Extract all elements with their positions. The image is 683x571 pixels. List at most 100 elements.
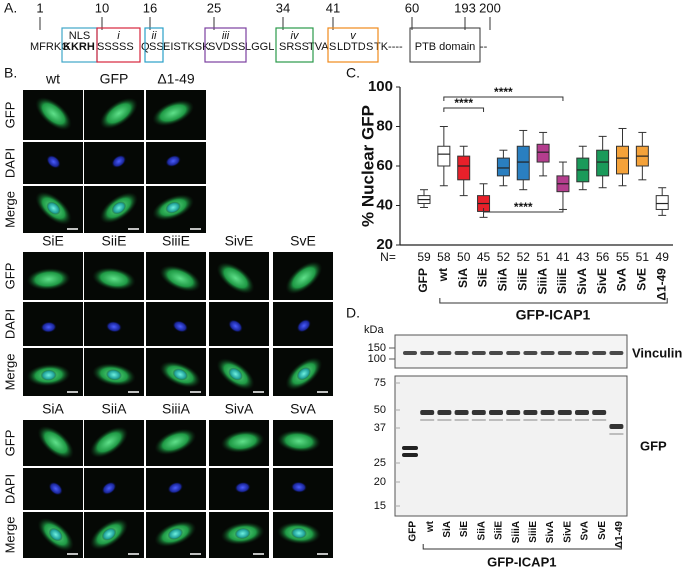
marker-label: 100 xyxy=(368,353,386,365)
box xyxy=(437,145,451,167)
cell-gfp xyxy=(35,97,72,131)
n-label: 50 xyxy=(457,250,471,264)
marker-label: 15 xyxy=(374,500,386,512)
column-label: SvA xyxy=(290,401,316,417)
micrograph-grid: wt GFP Δ1-49 GFP DAPI Merge SiE SiiE SiiiE SivE Sv… xyxy=(2,71,333,558)
n-label: 59 xyxy=(417,250,431,264)
cell-gfp xyxy=(220,430,265,453)
band-gfp xyxy=(540,410,555,415)
box xyxy=(596,149,610,177)
row-label: GFP xyxy=(2,430,17,457)
band-faint xyxy=(437,419,452,421)
x-tick-label: SiA xyxy=(456,268,470,288)
unit-label: kDa xyxy=(364,324,384,336)
y-tick-label: 60 xyxy=(376,157,393,174)
residue-number: 200 xyxy=(479,0,501,15)
band-faint xyxy=(575,419,589,421)
band-vinculin xyxy=(489,351,503,355)
nucleus-dapi xyxy=(106,321,122,333)
blot-gfp xyxy=(394,375,628,517)
region-label: iv xyxy=(291,30,300,42)
region-label: i xyxy=(117,30,120,42)
lane-label: SiA xyxy=(442,521,453,538)
blot-label: Vinculin xyxy=(632,345,682,360)
nucleus-dapi xyxy=(172,320,188,333)
band-faint xyxy=(471,419,486,421)
x-tick-label: wt xyxy=(436,268,450,282)
band-vinculin xyxy=(471,351,486,355)
band-vinculin xyxy=(609,351,624,355)
cell-gfp xyxy=(285,261,323,295)
region-box xyxy=(144,27,164,63)
row-label: DAPI xyxy=(2,148,17,178)
band-gfp xyxy=(523,410,538,415)
sequence-segment: LGGL xyxy=(245,41,274,53)
row-label: Merge xyxy=(2,517,17,554)
residue-number: 16 xyxy=(143,0,157,15)
column-label: wt xyxy=(45,71,60,87)
x-tick-label: SiiiE xyxy=(555,268,569,294)
band-gfp xyxy=(489,410,503,415)
band-gfp xyxy=(575,410,589,415)
band-gfp xyxy=(557,410,572,415)
box-plot: 20 40 60 80 100 % Nuclear GFP 59 GFP 58 wt 50 SiA 45… xyxy=(358,78,673,323)
box xyxy=(496,157,510,177)
lane-label: SvE xyxy=(597,521,608,540)
region-box xyxy=(96,27,141,63)
x-tick-label: SiiiA xyxy=(535,268,549,295)
band-vinculin xyxy=(557,351,572,355)
row-label: Merge xyxy=(2,354,17,391)
band-faint xyxy=(557,419,572,421)
row-label: Merge xyxy=(2,191,17,228)
nucleus-merge xyxy=(296,367,311,381)
cell-gfp xyxy=(216,262,255,294)
column-label: SiiiE xyxy=(162,233,190,249)
region-label: ii xyxy=(152,30,157,42)
x-tick-label: SvA xyxy=(615,268,629,292)
y-axis-label: % Nuclear GFP xyxy=(358,105,377,227)
n-label: 41 xyxy=(556,250,570,264)
nucleus-dapi xyxy=(40,321,57,333)
column-label: SiE xyxy=(42,233,64,249)
n-label: 51 xyxy=(536,250,550,264)
nucleus-merge xyxy=(165,201,181,214)
panel-label: D. xyxy=(346,305,360,321)
column-label: Δ1-49 xyxy=(157,71,195,87)
band-gfp xyxy=(471,410,486,415)
nucleus-merge xyxy=(290,527,307,539)
region-box xyxy=(275,27,314,63)
lane-label: Δ1-49 xyxy=(614,521,625,549)
band-vinculin xyxy=(523,351,538,355)
row-label: DAPI xyxy=(2,309,17,339)
nucleus-dapi xyxy=(234,481,251,494)
significance-bracket xyxy=(443,96,564,101)
significance-label: **** xyxy=(494,85,513,99)
residue-number: 193 xyxy=(454,0,476,15)
column-label: SiA xyxy=(42,401,64,417)
nucleus-merge xyxy=(46,201,61,215)
sequence-segment: SSSSS xyxy=(97,41,134,53)
x-tick-label: SivE xyxy=(595,268,609,294)
band-gfp xyxy=(609,424,624,429)
column-label: SiiE xyxy=(102,233,127,249)
residue-number: 34 xyxy=(276,0,290,15)
cell-gfp xyxy=(99,97,138,130)
panel-label: C. xyxy=(346,65,360,81)
band-vinculin xyxy=(575,351,589,355)
lane-label: SvA xyxy=(580,521,591,540)
significance-bracket xyxy=(443,107,485,112)
band-gfp xyxy=(454,410,469,415)
n-label: 52 xyxy=(497,250,511,264)
region-box xyxy=(327,27,379,63)
sequence-segment: SS xyxy=(149,41,164,53)
group-label: GFP-ICAP1 xyxy=(487,554,556,569)
lane-label: wt xyxy=(425,520,436,533)
band-vinculin xyxy=(403,351,417,355)
box xyxy=(516,145,530,181)
y-tick-label: 20 xyxy=(376,236,393,253)
cell-gfp xyxy=(37,425,74,460)
lane-label: SiiE xyxy=(494,521,505,540)
nucleus-merge xyxy=(48,527,63,542)
residue-number: 41 xyxy=(326,0,340,15)
